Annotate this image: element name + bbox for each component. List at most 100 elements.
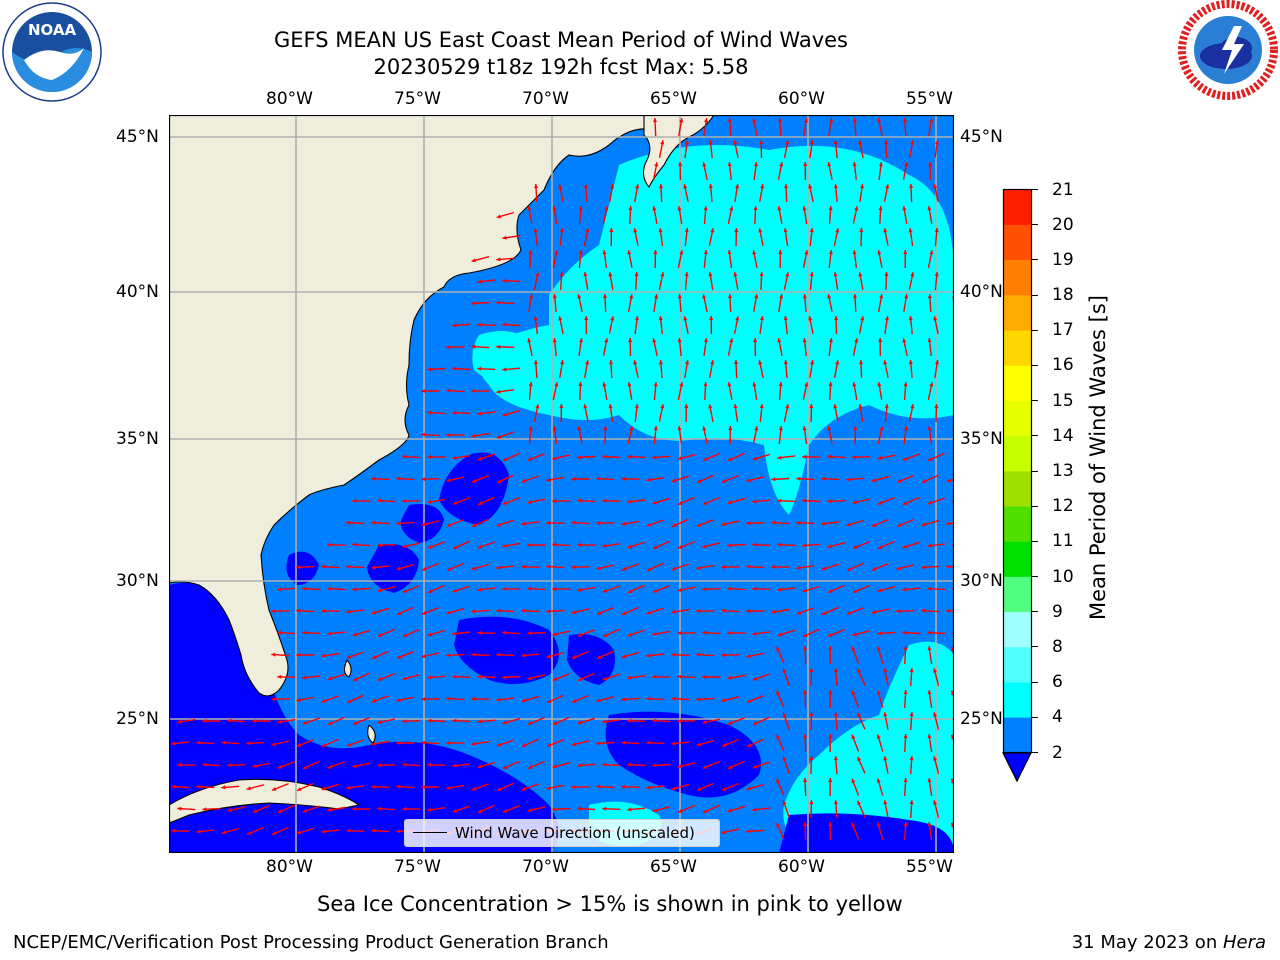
wave-direction-arrowhead [827, 454, 832, 459]
wave-direction-arrowhead [377, 806, 382, 811]
wave-direction-arrowhead [933, 800, 937, 805]
wave-direction-arrowhead [527, 631, 532, 636]
wave-direction-arrowhead [860, 316, 865, 321]
wave-direction-arrowhead [729, 338, 734, 343]
wave-direction-arrowhead [778, 118, 783, 123]
wave-direction-arrowhead [684, 272, 689, 277]
wave-direction-arrowhead [521, 786, 527, 791]
wave-direction-arrowhead [502, 630, 507, 635]
wave-direction-arrowhead [702, 630, 707, 635]
wave-direction-arrowhead [527, 338, 532, 343]
wave-direction-arrowhead [902, 206, 907, 211]
wave-direction-arrowhead [946, 478, 952, 483]
colorbar-tick-label: 2 [1052, 742, 1063, 763]
wave-direction-arrowhead [652, 718, 657, 723]
wave-direction-arrowhead [496, 344, 501, 349]
wave-direction-arrowhead [502, 500, 508, 505]
colorbar-under-extension [1002, 752, 1032, 783]
wave-direction-arrowhead [346, 609, 351, 614]
colorbar-tick-mark [1031, 400, 1038, 402]
wave-direction-arrowhead [802, 338, 807, 343]
wave-direction-arrowhead [610, 316, 615, 321]
wave-direction-arrowhead [571, 565, 576, 570]
wave-direction-arrowhead [503, 457, 508, 461]
wave-direction-arrowhead [377, 588, 382, 593]
wave-direction-arrowhead [578, 382, 583, 387]
wave-direction-arrowhead [471, 478, 477, 483]
wave-direction-arrowhead [627, 544, 633, 549]
wave-direction-arrowhead [885, 184, 890, 189]
wind-wave-direction-arrows [171, 117, 954, 841]
wave-direction-arrowhead [627, 250, 632, 255]
nws-logo [1178, 0, 1278, 100]
lon-tick: 55°W [906, 89, 953, 109]
wave-direction-arrowhead [246, 741, 251, 746]
wave-direction-arrowhead [702, 162, 707, 167]
wave-direction-arrowhead [277, 674, 282, 679]
wave-direction-arrowhead [577, 720, 583, 725]
wave-direction-arrowhead [471, 258, 476, 263]
wave-direction-arrowhead [871, 478, 876, 483]
map-title: GEFS MEAN US East Coast Mean Period of W… [274, 28, 848, 52]
lat-tick: 30°N [116, 571, 159, 591]
wave-direction-arrowhead [896, 609, 901, 614]
colorbar-tick-label: 8 [1052, 636, 1063, 657]
lon-tick: 60°W [778, 89, 825, 109]
wave-direction-arrowhead [684, 228, 689, 233]
colorbar-tick-label: 4 [1052, 707, 1063, 728]
wave-direction-arrowhead [427, 718, 432, 723]
wave-direction-arrowhead [402, 589, 408, 593]
wave-direction-arrowhead [827, 162, 832, 167]
wave-direction-arrowhead [854, 206, 859, 211]
wave-direction-arrowhead [521, 564, 526, 569]
wave-direction-arrowhead [703, 382, 708, 387]
wave-direction-arrowhead [752, 586, 757, 591]
wave-direction-arrowhead [535, 404, 540, 409]
wave-direction-arrowhead [927, 734, 932, 739]
wave-direction-arrowhead [903, 690, 908, 695]
wave-direction-arrowhead [784, 184, 789, 189]
map-canvas [169, 115, 954, 853]
wave-direction-arrowhead [927, 338, 932, 343]
wave-direction-arrowhead [428, 589, 433, 593]
colorbar-tick-mark [1031, 540, 1038, 542]
wave-direction-arrowhead [471, 652, 476, 657]
wave-direction-arrowhead [727, 586, 732, 591]
wave-direction-arrowhead [452, 763, 457, 768]
wave-direction-arrowhead [828, 734, 833, 738]
wave-direction-arrowhead [634, 316, 639, 321]
wave-direction-arrowhead [702, 765, 708, 769]
colorbar-tick-mark [1031, 364, 1038, 366]
wave-direction-arrowhead [771, 564, 776, 569]
wave-direction-arrowhead [396, 654, 402, 659]
wave-direction-arrowhead [728, 426, 733, 430]
wave-direction-arrowhead [553, 721, 558, 725]
colorbar-tick-mark [1031, 329, 1038, 331]
wave-direction-arrowhead [371, 520, 376, 525]
wave-direction-arrowhead [851, 734, 856, 740]
wave-direction-arrowhead [527, 500, 532, 504]
wave-direction-arrowhead [708, 272, 713, 277]
wave-direction-arrowhead [602, 762, 607, 767]
wave-direction-arrowhead [171, 784, 176, 789]
wave-direction-arrowhead [627, 499, 632, 504]
wave-direction-arrowhead [933, 316, 938, 321]
wave-direction-arrowhead [752, 499, 757, 504]
wave-direction-arrowhead [653, 545, 658, 549]
lon-tick: 70°W [522, 857, 569, 877]
wave-direction-arrowhead [583, 404, 588, 409]
wave-direction-arrowhead [252, 808, 258, 813]
wave-direction-arrowhead [371, 784, 376, 789]
wave-direction-arrowhead [735, 184, 740, 189]
wave-direction-arrowhead [903, 822, 908, 827]
wave-direction-arrowhead [877, 118, 882, 123]
wave-direction-arrowhead [928, 457, 933, 461]
wave-direction-arrowhead [396, 829, 401, 834]
wave-direction-arrowhead [597, 655, 602, 659]
wave-direction-arrowhead [477, 279, 482, 284]
wave-direction-arrowhead [653, 426, 658, 431]
wave-direction-arrowhead [752, 807, 757, 812]
wave-direction-arrowhead [604, 206, 609, 211]
wave-direction-arrowhead [584, 316, 589, 320]
wave-direction-arrowhead [346, 654, 352, 659]
